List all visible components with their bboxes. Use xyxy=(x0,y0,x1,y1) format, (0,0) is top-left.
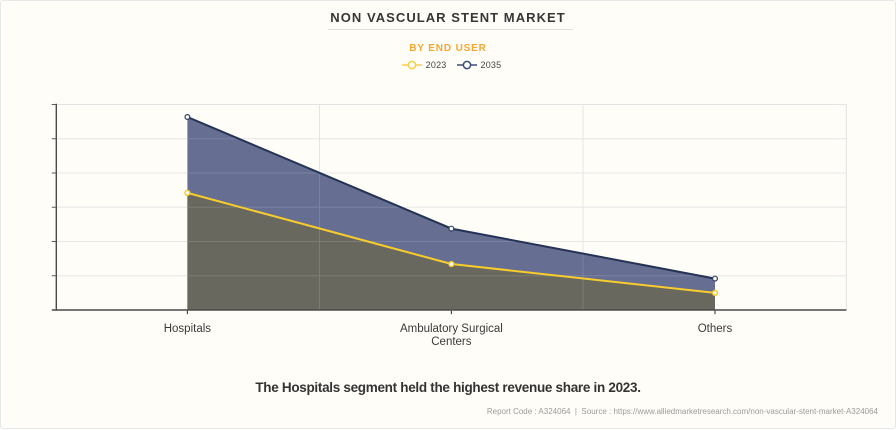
svg-text:Ambulatory Surgical: Ambulatory Surgical xyxy=(400,323,503,335)
svg-text:Centers: Centers xyxy=(431,336,472,348)
svg-text:Hospitals: Hospitals xyxy=(164,323,212,335)
svg-text:Others: Others xyxy=(698,323,733,335)
